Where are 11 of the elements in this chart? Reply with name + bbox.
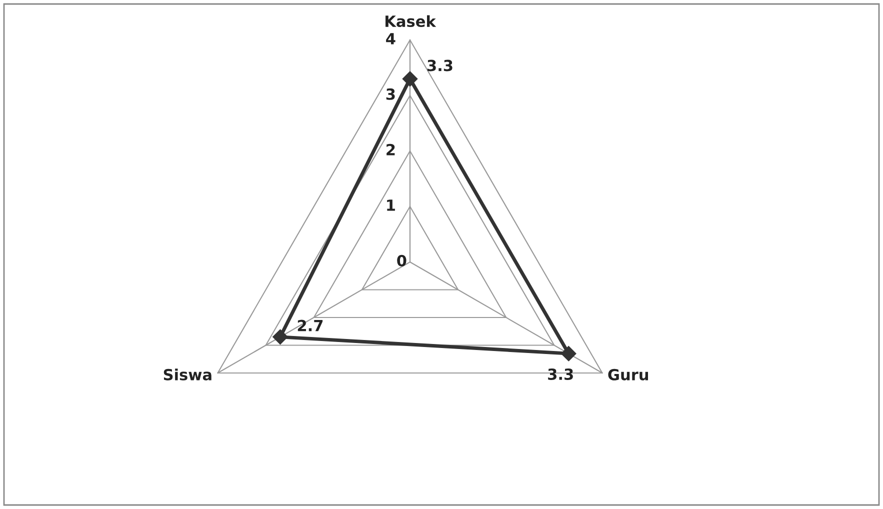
y-tick-label: 2 — [386, 144, 395, 156]
data-label: 3.3 — [427, 60, 452, 72]
y-tick-label: 1 — [387, 200, 395, 211]
spoke-label: Siswa — [164, 368, 212, 380]
data-label: 2.7 — [298, 320, 323, 332]
spoke-label: Kasek — [386, 15, 436, 28]
data-label: 3.3 — [548, 368, 573, 380]
y-tick-label: 0 — [397, 254, 406, 266]
y-tick-label: 4 — [386, 33, 396, 44]
spoke-label: Guru — [608, 368, 648, 380]
y-tick-label: 3 — [386, 88, 395, 100]
